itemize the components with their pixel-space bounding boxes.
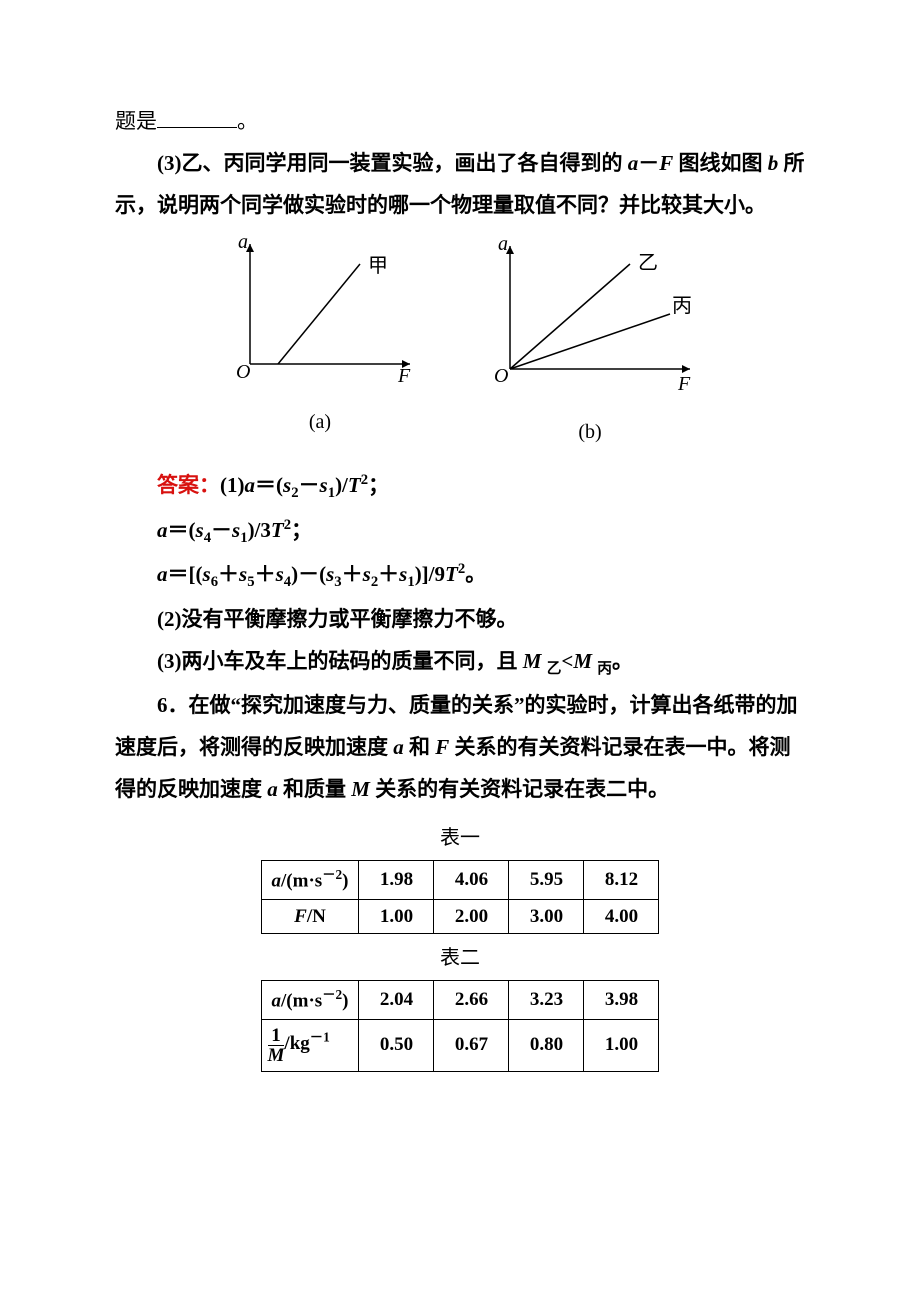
cell: 0.67 (434, 1019, 509, 1071)
answer-line-1c: a＝[(s6＋s5＋s4)－(s3＋s2＋s1)]/9T2。 (115, 553, 805, 598)
line-label-jia: 甲 (368, 255, 388, 277)
answer-line-1b: a＝(s4－s1)/3T2； (115, 509, 805, 554)
continuation-line: 题是 。 (115, 100, 805, 142)
table1-title: 表一 (440, 818, 480, 858)
table-row: a/(m·s－2) 1.98 4.06 5.95 8.12 (261, 861, 659, 899)
continuation-pre: 题是 (115, 109, 157, 133)
axis-y-label: a (238, 234, 248, 253)
axis-x-label: F (397, 365, 411, 384)
cell: 1.00 (359, 899, 434, 934)
cell: 0.80 (509, 1019, 584, 1071)
table-1: a/(m·s－2) 1.98 4.06 5.95 8.12 F/N 1.00 2… (261, 860, 660, 934)
page: 题是 。 (3)乙、丙同学用同一装置实验，画出了各自得到的 a－F 图线如图 b … (0, 0, 920, 1302)
table-row: 1M/kg－1 0.50 0.67 0.80 1.00 (261, 1019, 659, 1071)
tables-block: 表一 a/(m·s－2) 1.98 4.06 5.95 8.12 F/N 1.0… (115, 814, 805, 1071)
figure-a: a F O 甲 (a) (220, 234, 420, 452)
cell: 3.98 (584, 981, 659, 1019)
cell: 3.23 (509, 981, 584, 1019)
cell: 5.95 (509, 861, 584, 899)
figure-b-caption: (b) (480, 412, 700, 452)
answer-line-1a: 答案：(1)a＝(s2－s1)/T2； (115, 464, 805, 509)
origin-label: O (236, 361, 250, 383)
cell: 1.00 (584, 1019, 659, 1071)
cell: 3.00 (509, 899, 584, 934)
axis-y-label-b: a (498, 234, 508, 255)
question-3: (3)乙、丙同学用同一装置实验，画出了各自得到的 a－F 图线如图 b 所示，说… (115, 142, 805, 226)
origin-label-b: O (494, 365, 508, 387)
fill-blank (157, 127, 237, 128)
line-label-bing: 丙 (672, 295, 692, 317)
question-6: 6．在做“探究加速度与力、质量的关系”的实验时，计算出各纸带的加速度后，将测得的… (115, 684, 805, 810)
line-label-yi: 乙 (638, 252, 658, 274)
answer-line-2: (2)没有平衡摩擦力或平衡摩擦力不够。 (115, 598, 805, 640)
figure-a-caption: (a) (220, 402, 420, 442)
table1-r1-header: a/(m·s－2) (261, 861, 359, 899)
table1-r2-header: F/N (261, 899, 359, 934)
table-row: F/N 1.00 2.00 3.00 4.00 (261, 899, 659, 934)
cell: 1.98 (359, 861, 434, 899)
cell: 0.50 (359, 1019, 434, 1071)
table2-r2-header: 1M/kg－1 (261, 1019, 359, 1071)
answer-label: 答案： (157, 473, 220, 497)
table-row: a/(m·s－2) 2.04 2.66 3.23 3.98 (261, 981, 659, 1019)
cell: 8.12 (584, 861, 659, 899)
continuation-post: 。 (237, 109, 258, 133)
cell: 4.00 (584, 899, 659, 934)
graph-a: a F O 甲 (220, 234, 420, 384)
table2-r1-header: a/(m·s－2) (261, 981, 359, 1019)
cell: 2.04 (359, 981, 434, 1019)
cell: 4.06 (434, 861, 509, 899)
cell: 2.00 (434, 899, 509, 934)
table2-title: 表二 (440, 938, 480, 978)
graph-b: a F O 乙 丙 (480, 234, 700, 394)
axis-x-label-b: F (677, 373, 691, 394)
answer-line-3: (3)两小车及车上的砝码的质量不同，且 M 乙<M 丙。 (115, 640, 805, 685)
cell: 2.66 (434, 981, 509, 1019)
figure-b: a F O 乙 丙 (b) (480, 234, 700, 452)
figures-row: a F O 甲 (a) a F O 乙 丙 (b) (115, 234, 805, 452)
table-2: a/(m·s－2) 2.04 2.66 3.23 3.98 1M/kg－1 0.… (261, 980, 660, 1071)
